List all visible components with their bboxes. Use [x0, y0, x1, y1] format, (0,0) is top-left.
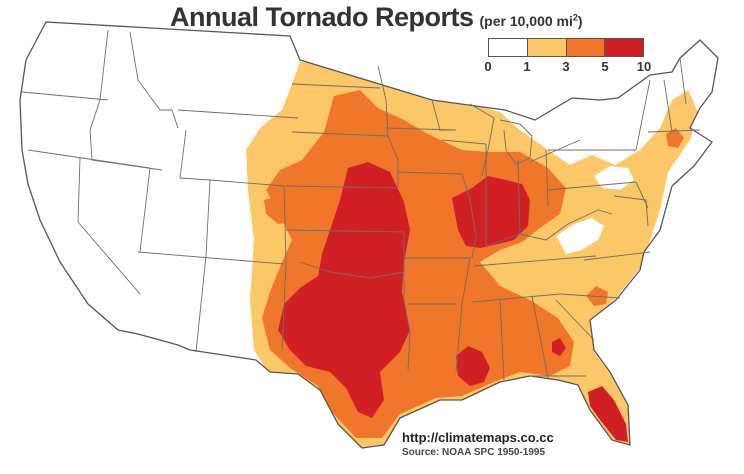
border-ca-nv	[77, 157, 141, 295]
border-al-ga	[531, 295, 549, 379]
legend-tick-10: 10	[636, 59, 652, 74]
border-nc-va	[583, 251, 651, 261]
border-ga-sc	[555, 299, 595, 341]
zone-5-10-midwest	[452, 176, 530, 248]
zone-0-1-pennsylvania	[594, 166, 634, 190]
border-ms-al	[499, 299, 505, 381]
border-mt-wy	[177, 109, 299, 119]
border-ms-la	[455, 303, 463, 373]
lake-michigan-shore	[469, 103, 495, 177]
zone-0-1-appalachia	[556, 218, 604, 254]
border-dakotas-east	[377, 65, 399, 188]
border-me	[679, 57, 687, 105]
zone-5-10-florida	[588, 386, 628, 442]
border-wy-co	[209, 179, 285, 187]
map-title: Annual Tornado Reports (per 10,000 mi2)	[170, 2, 583, 33]
border-md-de	[613, 195, 649, 227]
title-main: Annual Tornado Reports	[170, 2, 474, 32]
credits: http://climatemaps.co.cc Source: NOAA SP…	[402, 430, 554, 458]
border-ks-ok	[285, 229, 405, 233]
border-tx-east	[403, 299, 411, 371]
border-ma-ct	[647, 129, 701, 133]
border-ia-mo	[397, 171, 463, 175]
border-ar-east	[461, 257, 471, 305]
border-ne-ks	[285, 185, 399, 189]
title-units-superscript: 2	[572, 12, 578, 23]
border-ut-co	[179, 129, 211, 257]
border-in-oh	[517, 159, 521, 235]
legend-color-bar	[488, 38, 644, 57]
title-units: (per 10,000 mi2)	[479, 12, 583, 29]
border-ky-tn	[473, 255, 597, 267]
zone-5-10-plains	[278, 162, 410, 418]
border-ky-oh	[485, 223, 569, 247]
border-nm-tx	[281, 263, 287, 351]
border-az-nm	[137, 251, 285, 265]
legend-swatch-3-5	[566, 39, 606, 56]
border-co-nm-e	[283, 185, 287, 265]
border-wa-or	[21, 91, 109, 101]
border-vt-nh	[663, 79, 673, 133]
zone-3-5-carolina	[586, 286, 608, 306]
zone-3-5-colorado	[264, 196, 296, 224]
border-ny-ne	[635, 79, 651, 151]
credit-url: http://climatemaps.co.cc	[402, 430, 554, 445]
border-sd-ne	[291, 131, 389, 137]
zone-5-10-alabama	[552, 338, 566, 356]
legend-tick-3: 3	[562, 59, 570, 74]
legend-tick-1: 1	[523, 59, 531, 74]
state-borders	[19, 21, 719, 449]
credit-source: Source: NOAA SPC 1950-1995	[402, 447, 546, 458]
legend-swatch-5-10	[605, 39, 643, 56]
border-wv-va	[567, 209, 613, 225]
border-id	[89, 29, 163, 171]
zone-5-10-dixie	[456, 346, 490, 386]
border-mn-wi	[431, 99, 456, 131]
border-ok-tx	[299, 261, 405, 279]
legend-swatch-0-1	[489, 39, 528, 56]
zone-3-5-northeast	[666, 128, 684, 148]
lake-erie-shore	[529, 139, 581, 163]
legend-swatch-1-3	[527, 39, 567, 56]
border-wi-il	[441, 139, 487, 145]
michigan-lower-pen	[499, 119, 533, 165]
legend-tick-labels: 0 1 3 5 10	[484, 57, 651, 74]
legend-tick-0: 0	[484, 59, 492, 74]
border-tn-ms-al	[471, 293, 561, 303]
border-az-nm-v	[195, 255, 207, 353]
title-units-suffix: )	[577, 13, 583, 29]
border-mo-east	[461, 173, 477, 259]
border-oh-pa	[545, 149, 549, 207]
border-mt-id	[129, 31, 179, 129]
legend: 0 1 3 5 10	[484, 38, 651, 74]
border-pa-south	[547, 181, 637, 191]
legend-tick-5: 5	[601, 59, 609, 74]
border-nv-ut	[139, 167, 151, 253]
border-nd-sd	[291, 83, 381, 89]
title-units-prefix: (per 10,000 mi	[479, 13, 573, 29]
us-outline	[19, 21, 719, 449]
border-nc-sc	[559, 293, 621, 299]
